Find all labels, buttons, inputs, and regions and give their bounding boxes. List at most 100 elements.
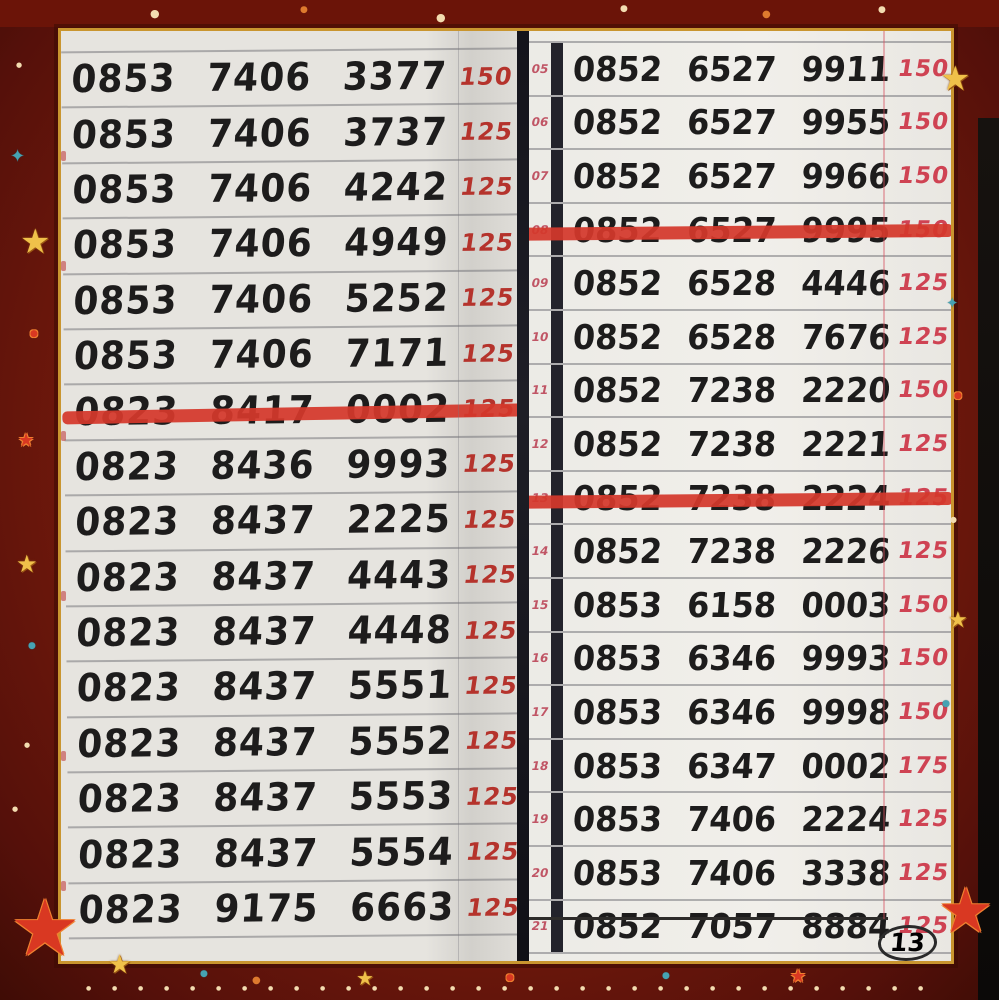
price-label: 125 <box>896 806 951 833</box>
price-label: 125 <box>464 892 517 922</box>
row-index-margin: 07 <box>529 150 565 202</box>
phone-row: 0823 8437 4443 125 <box>65 547 517 608</box>
row-index-margin: 17 <box>529 686 565 738</box>
phone-row: 0853 7406 5252 125 <box>63 270 517 331</box>
dot-icon: ● <box>954 391 962 401</box>
cropped-left-edge-marks <box>61 31 67 961</box>
phone-number: 0823 8437 5552 <box>75 719 455 767</box>
phone-number: 0853 6346 9993 <box>571 637 892 679</box>
dot-icon: ● <box>606 985 612 992</box>
phone-number: 0853 7406 5252 <box>72 276 451 324</box>
row-index: 17 <box>530 704 550 719</box>
phone-row: 0823 8436 9993 125 <box>64 437 517 497</box>
phone-number: 0853 7406 7171 <box>72 331 451 379</box>
phone-row: 0823 8437 5554 125 <box>67 824 517 885</box>
row-index-margin: 06 <box>529 96 565 149</box>
price-label: 150 <box>457 62 515 91</box>
phone-number: 0852 7238 2221 <box>571 423 892 465</box>
phone-number: 0852 6527 9966 <box>571 155 892 197</box>
row-index: 19 <box>530 812 550 827</box>
phone-number: 0823 8437 5554 <box>76 830 456 878</box>
price-label: 150 <box>896 377 951 404</box>
right-page: 05 0852 6527 9911 150 06 0852 6527 9955 150 07… <box>529 31 951 961</box>
phone-number: 0823 8437 5553 <box>76 774 455 822</box>
price-label: 150 <box>896 109 951 136</box>
phone-row: 16 0853 6346 9993 150 <box>529 632 951 687</box>
dot-icon: ● <box>866 985 872 992</box>
row-index: 11 <box>530 383 550 398</box>
price-label: 125 <box>896 270 951 297</box>
phone-row: 21 0852 7057 8884 125 <box>529 900 951 955</box>
phone-number: 0823 9175 6663 <box>77 885 456 933</box>
notebook-photo: 0853 7406 3377 150 0853 7406 3737 125 0853 7… <box>58 28 954 964</box>
phone-row: 07 0852 6527 9966 150 <box>529 150 951 204</box>
row-index: 12 <box>530 436 550 451</box>
phone-row: 05 0852 6527 9911 150 <box>529 43 951 97</box>
row-index-margin: 10 <box>529 310 565 363</box>
phone-row: 0853 7406 4949 125 <box>62 215 517 275</box>
phone-number: 0823 8437 2225 <box>73 497 453 546</box>
phone-number: 0823 8436 9993 <box>73 442 452 490</box>
phone-number: 0852 6528 7676 <box>571 316 892 358</box>
phone-number: 0853 6158 0003 <box>571 584 892 626</box>
price-label: 125 <box>462 616 517 645</box>
dot-icon: ● <box>242 985 248 992</box>
dot-icon: ● <box>24 741 31 749</box>
star-icon: ★ <box>790 966 807 987</box>
row-index: 14 <box>530 544 550 559</box>
dot-icon: ● <box>450 985 456 992</box>
row-index-margin: 18 <box>529 739 565 792</box>
row-index-margin: 15 <box>529 578 565 631</box>
phone-row: 19 0853 7406 2224 125 <box>529 793 951 847</box>
row-index-margin: 19 <box>529 793 565 845</box>
phone-number: 0853 7406 2224 <box>571 798 892 840</box>
phone-number: 0852 7238 2226 <box>571 530 892 572</box>
price-label: 175 <box>896 752 951 779</box>
phone-number: 0853 7406 4242 <box>71 165 450 213</box>
row-index-margin: 21 <box>529 900 565 953</box>
phone-number: 0853 7406 3737 <box>70 110 449 158</box>
ruled-line <box>529 31 951 43</box>
row-index: 18 <box>530 758 550 773</box>
phone-row: 10 0852 6528 7676 125 <box>529 310 951 365</box>
phone-row: 18 0853 6347 0002 175 <box>529 739 951 794</box>
price-label: 125 <box>459 339 517 368</box>
star-icon: ★ <box>356 966 374 990</box>
dot-icon: ● <box>840 985 846 992</box>
phone-row: 0823 8437 5551 125 <box>66 658 517 719</box>
phone-row: 0823 8437 5553 125 <box>67 769 517 829</box>
price-label: 125 <box>461 560 517 590</box>
phone-row: 09 0852 6528 4446 125 <box>529 257 951 311</box>
phone-row: 0823 8417 0002125 <box>62 381 517 442</box>
phone-number: 0823 8437 5551 <box>75 664 454 712</box>
page-number-badge: 13 <box>876 925 939 961</box>
dot-icon: ● <box>138 985 144 992</box>
price-label: 150 <box>896 591 951 618</box>
dot-icon: ● <box>632 985 638 992</box>
dot-icon: ● <box>502 985 508 992</box>
phone-number: 0853 6346 9998 <box>571 691 892 733</box>
phone-row: 080852 6527 9995150 <box>529 203 951 258</box>
dot-icon: ● <box>86 985 92 992</box>
phone-row: 0823 8437 4448 125 <box>66 603 517 663</box>
frame-top-band <box>0 0 999 27</box>
row-index-margin: 12 <box>529 418 565 470</box>
notebook-spine <box>517 31 529 961</box>
dot-icon: ● <box>580 985 586 992</box>
phone-row: 0853 7406 3737 125 <box>61 104 517 165</box>
dot-icon: ● <box>684 985 690 992</box>
dot-icon: ● <box>30 329 38 339</box>
phone-row: 0853 7406 4242 125 <box>62 160 517 220</box>
row-index-margin: 20 <box>529 846 565 899</box>
row-index: 05 <box>530 61 550 76</box>
phone-number: 0852 7238 2220 <box>571 370 892 411</box>
row-index-margin: 16 <box>529 632 565 685</box>
right-page-footer: 13 <box>529 917 951 961</box>
phone-number: 0852 6527 9955 <box>571 102 892 143</box>
phone-number: 0853 6347 0002 <box>571 745 892 786</box>
phone-row: 0823 9175 6663 125 <box>68 880 517 940</box>
phone-number: 0853 7406 3338 <box>571 852 892 894</box>
row-index: 06 <box>530 115 550 130</box>
price-label: 150 <box>896 698 951 725</box>
dot-icon: ● <box>506 973 514 983</box>
